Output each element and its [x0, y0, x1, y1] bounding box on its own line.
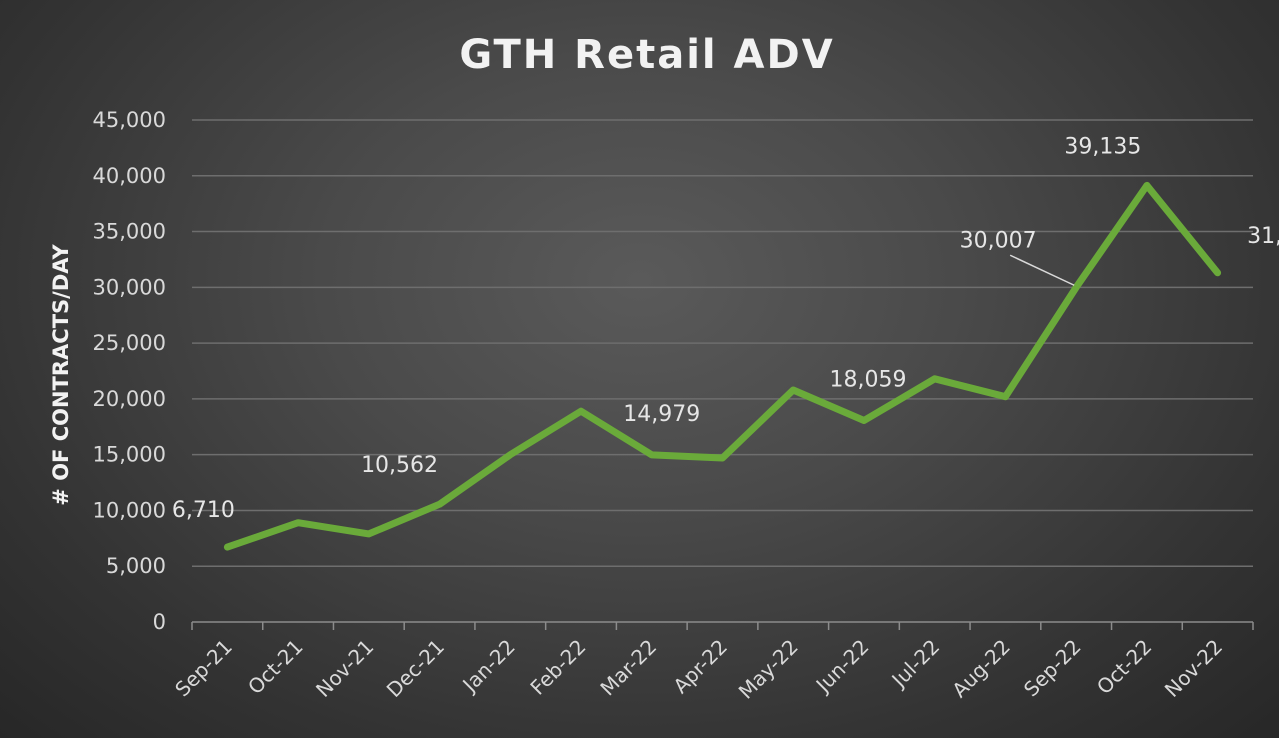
series-line: [223, 181, 1222, 551]
gridlines: [192, 119, 1253, 567]
x-tick-label: Jun-22: [810, 635, 874, 699]
x-tick-label: Nov-22: [1160, 635, 1227, 702]
data-labels: 6,710 10,562 14,979 18,059 30,007 39,135 31,30…: [172, 134, 1279, 523]
data-point: [931, 375, 938, 382]
data-point: [365, 530, 372, 537]
x-axis-ticks: Sep-21 Oct-21 Nov-21 Dec-21 Jan-22 Feb-22 Mar-…: [170, 635, 1227, 704]
x-tick-label: Jul-22: [886, 635, 945, 694]
y-tick-label: 35,000: [93, 220, 166, 244]
x-tick-label: Nov-21: [311, 635, 378, 702]
x-tick-label: Oct-21: [243, 635, 308, 700]
series-layer: [223, 181, 1222, 551]
x-tick-label: Aug-22: [947, 635, 1015, 703]
x-tick-label: Dec-21: [382, 635, 449, 702]
data-point: [224, 544, 231, 551]
data-label: 31,304: [1247, 224, 1279, 249]
data-point: [790, 386, 797, 393]
data-point: [860, 417, 867, 424]
x-tick-label: Jan-22: [457, 635, 520, 698]
data-label: 39,135: [1064, 134, 1141, 159]
y-tick-label: 10,000: [93, 498, 166, 522]
y-tick-label: 30,000: [93, 275, 166, 299]
y-tick-label: 25,000: [93, 331, 166, 355]
data-point: [1143, 182, 1150, 189]
x-tick-label: Feb-22: [525, 635, 590, 700]
x-tick-label: May-22: [734, 635, 803, 704]
data-label: 10,562: [361, 453, 438, 478]
y-tick-label: 40,000: [93, 164, 166, 188]
data-point: [1073, 284, 1080, 291]
x-tick-label: Apr-22: [668, 635, 732, 699]
data-label: 6,710: [172, 498, 235, 523]
data-point: [295, 519, 302, 526]
data-label: 30,007: [960, 228, 1037, 253]
x-axis: [191, 621, 1254, 630]
y-tick-label: 0: [153, 610, 166, 634]
y-tick-label: 5,000: [106, 554, 166, 578]
data-point: [507, 451, 514, 458]
y-tick-label: 45,000: [93, 108, 166, 132]
data-label: 14,979: [623, 402, 700, 427]
data-point: [648, 451, 655, 458]
data-point: [1214, 269, 1221, 276]
data-point: [578, 408, 585, 415]
x-tick-label: Oct-22: [1092, 635, 1157, 700]
data-point: [1002, 393, 1009, 400]
y-axis-ticks: 0 5,000 10,000 15,000 20,000 25,000 30,000 35,0…: [93, 108, 166, 634]
chart-title: GTH Retail ADV: [459, 32, 834, 78]
y-tick-label: 20,000: [93, 387, 166, 411]
y-axis-label: # OF CONTRACTS/DAY: [49, 244, 73, 506]
data-point: [719, 455, 726, 462]
x-tick-label: Sep-21: [170, 635, 237, 702]
data-label-leader-line: [1009, 254, 1075, 286]
y-tick-label: 15,000: [93, 443, 166, 467]
x-tick-label: Sep-22: [1019, 635, 1086, 702]
x-tick-label: Mar-22: [595, 635, 661, 701]
data-point: [436, 501, 443, 508]
data-label: 18,059: [829, 368, 906, 393]
